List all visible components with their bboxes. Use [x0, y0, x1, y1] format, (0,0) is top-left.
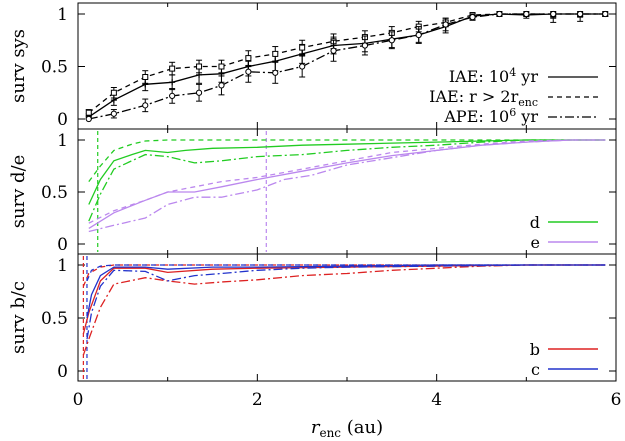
series-d-dashed: [88, 139, 606, 182]
data-point: [218, 63, 225, 70]
data-point: [299, 63, 306, 70]
legend-label: IAE: r > 2renc: [429, 87, 538, 109]
series-d-dashdot: [88, 139, 606, 222]
data-point: [577, 10, 584, 18]
legend: bc: [530, 340, 598, 379]
y-tick-label: 0.5: [41, 183, 68, 203]
data-point: [272, 50, 279, 57]
y-axis-label: surv b/c: [8, 281, 29, 354]
data-point: [142, 74, 149, 80]
series-line: [88, 13, 606, 120]
legend-label: b: [530, 340, 540, 359]
series-e-dashdot: [88, 139, 606, 233]
legend-label: c: [531, 360, 540, 379]
series-line: [88, 13, 606, 118]
x-tick-label: 0: [73, 390, 84, 410]
series-line: [86, 264, 606, 340]
series-d: [88, 139, 606, 205]
series-line: [88, 139, 606, 229]
data-point: [142, 102, 149, 109]
y-axis-label: surv sys: [8, 29, 29, 103]
series-line: [82, 264, 606, 335]
data-point: [195, 89, 203, 96]
series-c-dashed: [86, 264, 606, 282]
data-point: [85, 109, 92, 116]
data-point: [169, 65, 176, 72]
series-line: [88, 139, 606, 205]
legend-label: APE: 106 yr: [443, 106, 538, 126]
series-line: [88, 139, 606, 233]
data-point: [110, 110, 117, 117]
series-b: [82, 264, 606, 335]
y-axis-label: surv d/e: [8, 155, 29, 229]
series-line: [86, 264, 606, 282]
y-tick-label: 1: [57, 5, 68, 25]
data-point: [496, 10, 503, 18]
legend-label: IAE: 104 yr: [449, 66, 539, 86]
data-point: [245, 68, 252, 75]
data-point: [602, 10, 609, 18]
series-c-dashdot: [86, 264, 606, 340]
legend: de: [530, 213, 598, 252]
y-tick-label: 0: [57, 362, 68, 382]
data-point: [218, 82, 225, 89]
x-axis-labels: 0 2 4 6 renc (au): [73, 390, 622, 440]
legend-label: d: [530, 213, 540, 232]
data-point: [169, 92, 176, 100]
panel-bottom: 0 0.5 1 surv b/c bc: [8, 253, 617, 382]
series-ape-10-6-yr: [85, 10, 609, 123]
series-line: [88, 139, 606, 182]
legend-label: e: [531, 233, 540, 252]
data-point: [330, 47, 337, 54]
series-line: [82, 264, 606, 356]
data-point: [169, 79, 176, 86]
data-point: [272, 69, 279, 76]
x-tick-label: 6: [611, 390, 622, 410]
x-tick-label: 4: [431, 390, 442, 410]
data-point: [388, 37, 395, 44]
y-tick-label: 0: [57, 235, 68, 255]
data-point: [550, 10, 557, 18]
y-tick-label: 1: [57, 131, 68, 151]
data-point: [442, 21, 449, 28]
y-tick-label: 0.5: [41, 309, 68, 329]
y-tick-label: 0.5: [41, 58, 68, 78]
y-tick-label: 1: [57, 256, 68, 276]
y-tick-label: 0: [57, 110, 68, 130]
x-tick-label: 2: [252, 390, 263, 410]
data-point: [469, 14, 476, 21]
series-e: [88, 139, 606, 229]
x-axis-label: renc (au): [311, 417, 383, 440]
data-point: [415, 31, 422, 39]
data-point: [110, 89, 117, 96]
series-b-dashdot: [82, 264, 606, 356]
series-e-dashed: [88, 139, 606, 224]
series-line: [88, 139, 606, 224]
data-point: [245, 55, 252, 62]
data-point: [523, 10, 530, 18]
series-line: [88, 139, 606, 222]
data-point: [85, 115, 92, 123]
data-point: [196, 63, 203, 70]
panel-middle: 0 0.5 1 surv d/e de: [8, 128, 617, 255]
data-point: [299, 44, 306, 51]
data-point: [361, 42, 369, 49]
